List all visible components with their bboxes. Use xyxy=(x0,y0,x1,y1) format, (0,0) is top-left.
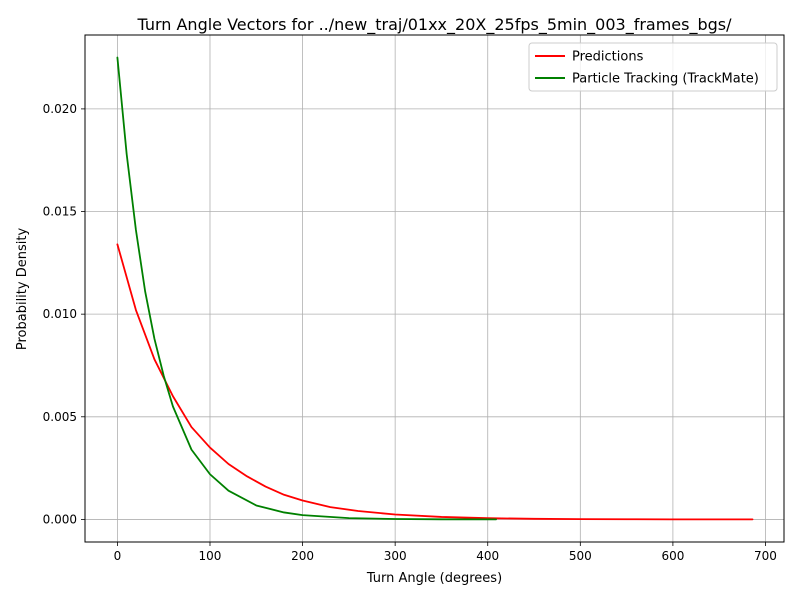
series-lines xyxy=(116,56,754,521)
legend: Predictions Particle Tracking (TrackMate… xyxy=(528,42,778,92)
y-tick-label: 0.000 xyxy=(43,512,77,526)
axis-ticks: 0 100 200 300 400 500 600 700 0.000 0.005 0.010 0.0… xyxy=(43,102,777,563)
plot-frame xyxy=(84,34,785,543)
x-tick-label: 600 xyxy=(661,549,684,563)
x-tick-label: 700 xyxy=(754,549,777,563)
legend-label-trackmate: Particle Tracking (TrackMate) xyxy=(572,72,759,87)
x-axis-label: Turn Angle (degrees) xyxy=(366,571,502,586)
series-line-1 xyxy=(116,56,497,521)
x-tick-label: 500 xyxy=(569,549,592,563)
grid xyxy=(85,35,784,542)
x-tick-label: 200 xyxy=(291,549,314,563)
chart-title: Turn Angle Vectors for ../new_traj/01xx_… xyxy=(136,15,732,35)
x-tick-label: 300 xyxy=(384,549,407,563)
x-tick-label: 100 xyxy=(199,549,222,563)
y-tick-label: 0.010 xyxy=(43,307,77,321)
legend-label-predictions: Predictions xyxy=(572,50,644,65)
y-axis-label: Probability Density xyxy=(15,228,30,351)
y-tick-label: 0.020 xyxy=(43,102,77,116)
y-tick-label: 0.005 xyxy=(43,410,77,424)
legend-box xyxy=(528,42,778,92)
x-tick-label: 0 xyxy=(114,549,122,563)
y-tick-label: 0.015 xyxy=(43,205,77,219)
series-line-0 xyxy=(116,243,754,521)
x-tick-label: 400 xyxy=(476,549,499,563)
